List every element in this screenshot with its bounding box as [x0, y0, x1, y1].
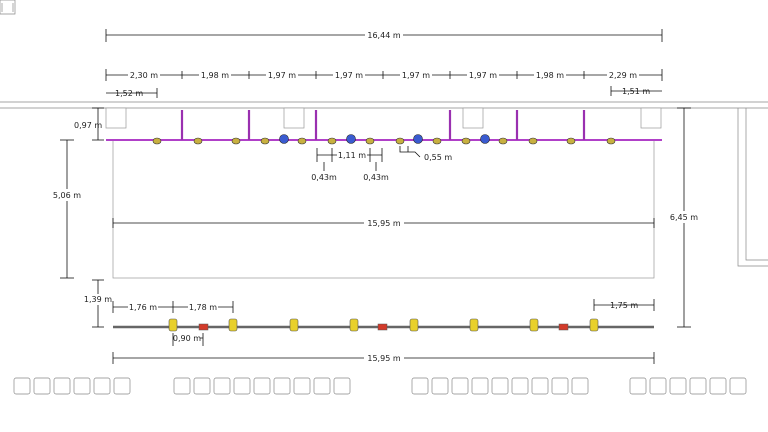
- dim-left-height: 5,06 m: [53, 191, 81, 200]
- truss-drops: [180, 110, 586, 140]
- lower-yellow-fixtures: [168, 318, 599, 332]
- dim-floor-left-1: 1,76 m: [129, 303, 157, 312]
- dim-overall-top: 16,44 m: [367, 31, 400, 40]
- upper-fixtures: [152, 134, 616, 145]
- dim-stage-width-upper: 15,95 m: [367, 219, 400, 228]
- dim-spacing-d: 0,55 m: [424, 153, 452, 162]
- stage-outline: [112, 139, 655, 279]
- dim-floor-right: 1,75 m: [610, 301, 638, 310]
- dim-seg-3: 1,97 m: [268, 71, 296, 80]
- dim-floor-truss-offset: 1,39 m: [84, 295, 112, 304]
- dim-seg-5: 1,97 m: [402, 71, 430, 80]
- hoist-box-3: [462, 107, 484, 129]
- dim-truss-offset: 0,97 m: [74, 121, 102, 130]
- dim-seg-2: 1,98 m: [201, 71, 229, 80]
- dim-right-offset: 1,51 m: [622, 87, 650, 96]
- dim-spacing-a: 1,11 m: [338, 151, 366, 160]
- dim-left-offset: 1,52 m: [115, 89, 143, 98]
- chair-rows: [13, 377, 747, 395]
- dim-seg-7: 1,98 m: [536, 71, 564, 80]
- lower-red-fixtures: [198, 323, 569, 331]
- hoist-box-1: [105, 107, 127, 129]
- dim-right-height: 6,45 m: [670, 213, 698, 222]
- dim-floor-left-2: 1,78 m: [189, 303, 217, 312]
- dim-seg-4: 1,97 m: [335, 71, 363, 80]
- hoist-box-2: [283, 107, 305, 129]
- hoist-box-4: [640, 107, 662, 129]
- dimensions: 16,44 m 2,30 m 1,98 m 1,97 m 1,97 m 1,97…: [50, 29, 701, 364]
- audience-chairs: [0, 0, 16, 15]
- dim-spacing-c: 0,43m: [363, 173, 389, 182]
- dim-seg-6: 1,97 m: [469, 71, 497, 80]
- dim-seg-8: 2,29 m: [609, 71, 637, 80]
- right-wall-outer: [737, 108, 768, 267]
- dim-stage-width-lower: 15,95 m: [367, 354, 400, 363]
- right-wall-inner: [745, 108, 768, 261]
- dim-floor-small: 0,90 m: [173, 334, 201, 343]
- dim-spacing-b: 0,43m: [311, 173, 337, 182]
- dim-seg-1: 2,30 m: [130, 71, 158, 80]
